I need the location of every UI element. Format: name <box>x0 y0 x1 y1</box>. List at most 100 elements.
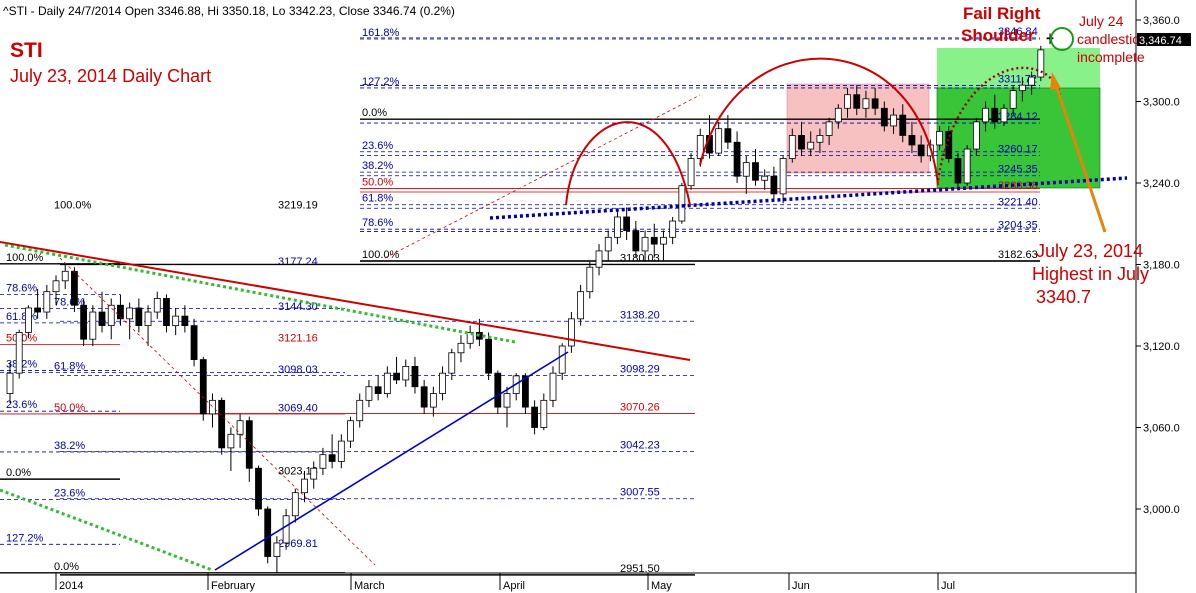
candle-body <box>245 420 253 469</box>
candle-body <box>972 121 980 150</box>
candle-body <box>733 141 741 177</box>
candle-body <box>98 311 106 327</box>
candle-body <box>1000 107 1008 123</box>
candle-body <box>25 307 32 333</box>
candle-body <box>761 175 769 181</box>
candle-body <box>282 515 290 544</box>
candle-body <box>1009 90 1017 109</box>
candle-body <box>890 114 897 127</box>
candle-body <box>687 158 695 187</box>
fib-label: 127.2% <box>6 532 44 544</box>
drawing-layer <box>0 27 1128 572</box>
candle-body <box>549 372 557 401</box>
fib-price-label: 3260.17 <box>998 144 1038 156</box>
fib-label: 0.0% <box>6 467 31 479</box>
candle-body <box>52 280 60 293</box>
candle-body <box>89 311 97 340</box>
candle-body <box>255 467 262 510</box>
y-tick-label: 3,300.0 <box>1143 97 1180 109</box>
candle-body <box>429 393 437 408</box>
candle-body <box>954 158 962 184</box>
fib-price-label: 3177.24 <box>278 256 318 268</box>
candle-body <box>834 107 842 123</box>
candle-body <box>411 365 419 388</box>
candle-body <box>117 304 124 320</box>
july24-label-3: incomplete <box>1077 49 1145 65</box>
red-downtrend-line <box>0 241 691 361</box>
candle-body <box>880 107 888 127</box>
x-tick-label: May <box>651 580 672 592</box>
fib-price-label: 3311.72 <box>998 74 1037 86</box>
x-tick-label: February <box>211 580 256 592</box>
candle-body <box>595 250 603 268</box>
candlestick-series <box>6 33 1054 573</box>
fib-label: 100.0% <box>54 199 92 211</box>
candle-body <box>586 266 594 293</box>
fib-label: 61.8% <box>54 360 85 372</box>
chart-subtitle: July 23, 2014 Daily Chart <box>10 66 211 86</box>
candle-body <box>779 158 787 195</box>
blue-dotted-neckline <box>489 176 1128 220</box>
y-tick-label: 3,180.0 <box>1143 260 1180 272</box>
fib-label: 100.0% <box>362 249 400 261</box>
candle-body <box>264 508 272 557</box>
candle-body <box>190 325 198 360</box>
x-tick-label: April <box>503 580 525 592</box>
candle-body <box>199 359 207 415</box>
candle-body <box>1046 37 1054 40</box>
fib-label: 78.6% <box>362 217 393 229</box>
candle-body <box>623 216 631 231</box>
candle-body <box>614 216 621 238</box>
x-tick-label: Jul <box>941 580 955 592</box>
fib-label: 78.6% <box>6 282 37 294</box>
candle-body <box>1028 76 1035 86</box>
highest-label-2: Highest in July <box>1032 264 1149 284</box>
candle-body <box>181 315 189 327</box>
fib-label: 0.0% <box>54 561 79 573</box>
candle-body <box>383 372 391 394</box>
candle-body <box>632 230 640 252</box>
last-price-badge-bg <box>1137 33 1191 46</box>
fib-price-label: 3023.13 <box>278 466 318 478</box>
fib-price-label: 3284.12 <box>998 111 1038 123</box>
fib-price-label: 3007.55 <box>620 487 660 499</box>
fib-label: 127.2% <box>362 76 400 88</box>
fib-label: 61.8% <box>362 193 393 205</box>
candle-body <box>540 399 548 428</box>
candle-body <box>558 345 566 374</box>
head-arc <box>699 57 939 186</box>
fib-price-label: 3245.35 <box>998 164 1038 176</box>
green-dotted-trend-lower <box>0 488 213 572</box>
fib-label: 23.6% <box>6 399 37 411</box>
candle-body <box>917 144 925 157</box>
candle-body <box>982 107 989 123</box>
fib-price-label: 3121.16 <box>278 332 318 344</box>
candle-body <box>34 307 42 313</box>
fib-label: 0.0% <box>362 107 387 119</box>
chart-header: ^STI - Daily 24/7/2014 Open 3346.88, Hi … <box>3 4 455 18</box>
y-tick-label: 3,060.0 <box>1143 423 1180 435</box>
candle-body <box>448 352 456 374</box>
red-dashed-fib-diagonal-b <box>384 94 701 259</box>
candle-body <box>696 135 704 159</box>
candle-body <box>742 162 750 177</box>
candle-body <box>347 420 354 442</box>
candle-body <box>788 135 796 159</box>
candle-body <box>669 220 677 238</box>
candle-body <box>991 107 999 123</box>
x-tick-label: Jun <box>792 580 810 592</box>
blue-uptrend-line <box>214 351 569 571</box>
fib-price-label: 3069.40 <box>278 403 318 415</box>
fib-price-label: 3204.35 <box>998 219 1038 231</box>
candle-body <box>485 338 492 374</box>
fib-price-label: 3098.03 <box>278 364 318 376</box>
candle-body <box>393 372 400 381</box>
fib-price-label: 3182.63 <box>998 249 1038 261</box>
candle-body <box>650 236 658 245</box>
candle-body <box>356 399 364 422</box>
candle-body <box>816 135 824 143</box>
y-tick-label: 3,240.0 <box>1143 178 1180 190</box>
candle-body <box>153 298 161 313</box>
